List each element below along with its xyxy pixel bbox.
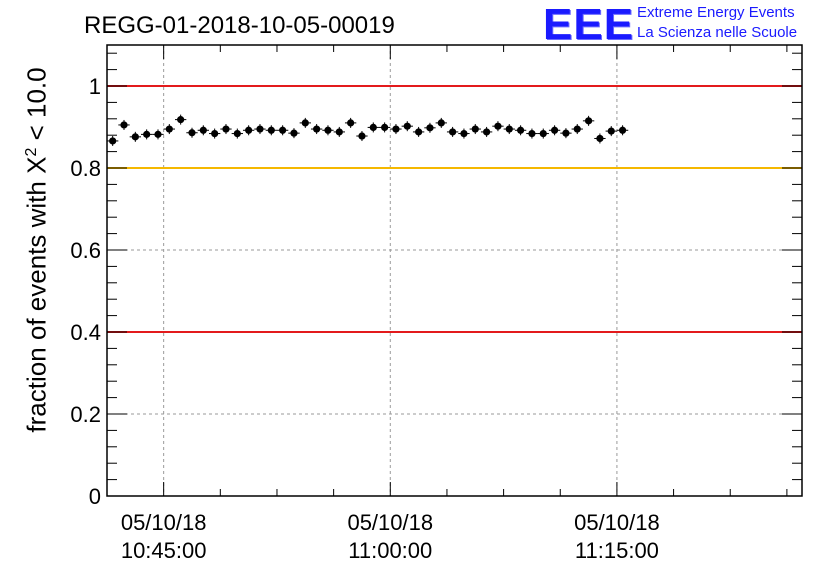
x-tick-label-time: 10:45:00 <box>121 538 207 563</box>
data-point <box>188 129 196 137</box>
data-point <box>415 128 423 136</box>
data-point <box>437 119 445 127</box>
data-point <box>335 128 343 136</box>
logo-line-1: Extreme Energy Events <box>637 4 795 21</box>
data-point <box>607 127 615 135</box>
data-point <box>449 128 457 136</box>
data-point <box>131 133 139 141</box>
data-point <box>528 129 536 138</box>
eee-logo: EEE <box>543 0 635 49</box>
data-point <box>358 132 366 140</box>
data-point <box>483 128 491 136</box>
data-point <box>154 130 162 138</box>
plot-frame <box>106 44 803 497</box>
x-tick-label-date: 05/10/18 <box>121 510 207 535</box>
y-tick-label: 0.2 <box>70 402 101 427</box>
data-point <box>403 122 411 130</box>
data-point <box>369 123 377 132</box>
data-point <box>324 126 332 134</box>
data-point <box>539 129 547 138</box>
data-point <box>517 126 525 134</box>
data-point <box>392 125 400 133</box>
data-point <box>381 123 389 132</box>
data-point <box>290 129 298 137</box>
data-point <box>279 126 287 134</box>
chart-title: REGG-01-2018-10-05-00019 <box>84 12 395 39</box>
x-tick-label-time: 11:00:00 <box>348 538 432 563</box>
data-point <box>211 129 219 138</box>
data-point <box>267 126 275 134</box>
data-point <box>143 130 151 138</box>
x-tick-label-date: 05/10/18 <box>347 510 433 535</box>
data-point <box>460 129 468 138</box>
data-point <box>596 134 604 143</box>
data-point <box>120 121 128 129</box>
data-point <box>505 125 513 133</box>
y-tick-label: 0.4 <box>70 320 101 345</box>
x-tick-label-time: 11:15:00 <box>575 538 659 563</box>
data-point <box>109 137 117 145</box>
data-point <box>199 126 207 134</box>
data-point <box>494 122 502 130</box>
data-point <box>222 125 230 133</box>
y-tick-label: 0.6 <box>70 238 101 263</box>
data-point <box>177 116 185 124</box>
data-point <box>256 125 264 133</box>
y-tick-label: 0 <box>89 484 101 509</box>
data-point <box>301 119 309 127</box>
data-point <box>618 126 627 134</box>
y-tick-label: 0.8 <box>70 156 101 181</box>
data-point <box>233 129 241 138</box>
data-point <box>165 125 173 133</box>
y-tick-label: 1 <box>89 74 101 99</box>
data-point <box>313 125 321 133</box>
logo-line-2: La Scienza nelle Scuole <box>637 24 798 41</box>
x-tick-label-date: 05/10/18 <box>574 510 660 535</box>
data-point <box>584 117 593 125</box>
data-point <box>562 129 570 137</box>
data-point <box>471 125 479 133</box>
data-point <box>550 126 559 134</box>
data-point <box>245 126 253 134</box>
data-point <box>347 119 355 127</box>
data-point <box>573 125 581 133</box>
data-point <box>426 124 434 132</box>
